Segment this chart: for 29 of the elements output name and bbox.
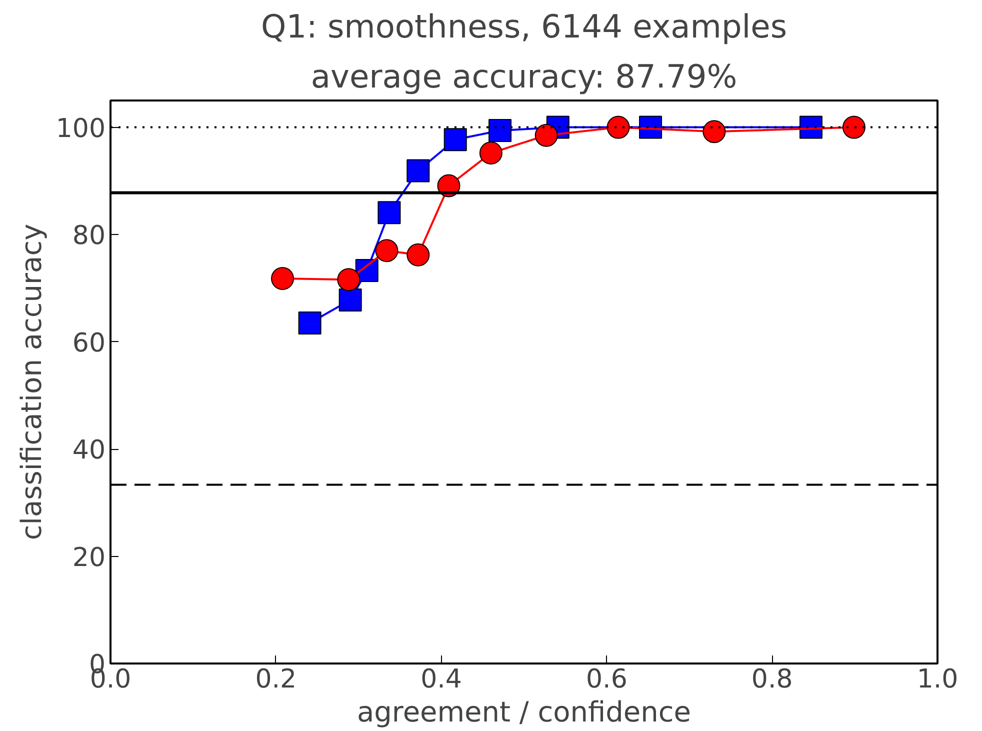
point (375, 239, 398, 262)
x-tick-label: 1.0 (916, 664, 958, 694)
y-tick-label: 20 (72, 542, 106, 573)
point (534, 124, 558, 147)
point (337, 268, 360, 292)
point (606, 116, 630, 139)
point (406, 243, 430, 266)
point (378, 201, 401, 224)
y-tick-label: 80 (72, 221, 106, 252)
point (479, 142, 502, 165)
point (488, 119, 512, 142)
chart-subtitle: average accuracy: 87.79% (310, 58, 738, 96)
x-tick-label: 0.4 (420, 664, 462, 694)
point (444, 128, 467, 152)
y-tick-label: 40 (72, 436, 106, 466)
x-tick-label: 0.2 (255, 664, 297, 694)
x-tick-label: 0.6 (586, 664, 628, 694)
x-axis-title: agreement / confidence (356, 696, 692, 728)
y-tick-label: 100 (56, 114, 106, 144)
point (842, 116, 866, 139)
y-axis-title: classification accuracy (14, 224, 48, 540)
point (702, 120, 726, 144)
point (406, 159, 430, 182)
chart-title: Q1: smoothness, 6144 examples (261, 8, 787, 46)
point (298, 312, 322, 335)
point (271, 267, 294, 290)
point (338, 288, 362, 312)
x-tick-label: 0.8 (751, 664, 793, 694)
y-tick-label: 60 (72, 328, 106, 358)
